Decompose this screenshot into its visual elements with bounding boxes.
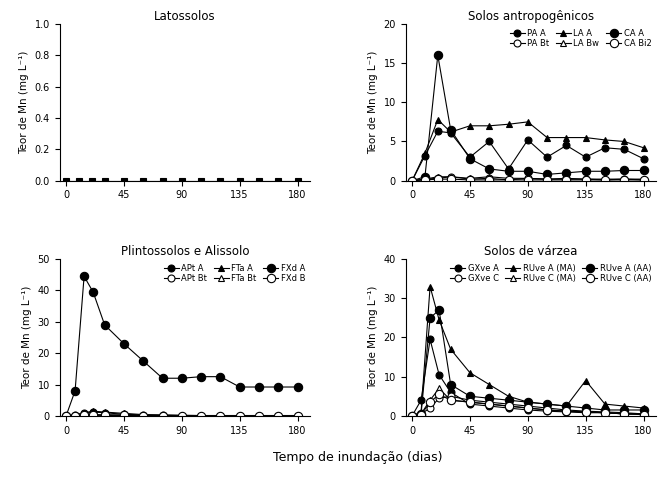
Legend: PA A, PA Bt, LA A, LA Bw, CA A, CA Bi2: PA A, PA Bt, LA A, LA Bw, CA A, CA Bi2	[509, 28, 652, 49]
Y-axis label: Teor de Mn (mg L⁻¹): Teor de Mn (mg L⁻¹)	[368, 286, 378, 389]
Legend: APt A, APt Bt, FTa A, FTa Bt, FXd A, FXd B: APt A, APt Bt, FTa A, FTa Bt, FXd A, FXd…	[163, 263, 306, 284]
Y-axis label: Teor de Mn (mg L⁻¹): Teor de Mn (mg L⁻¹)	[368, 51, 378, 154]
Text: Tempo de inundação (dias): Tempo de inundação (dias)	[273, 451, 443, 464]
Legend: GXve A, GXve C, RUve A (MA), RUve C (MA), RUve A (AA), RUve C (AA): GXve A, GXve C, RUve A (MA), RUve C (MA)…	[450, 263, 652, 284]
Y-axis label: Teor de Mn (mg L⁻¹): Teor de Mn (mg L⁻¹)	[19, 51, 29, 154]
Title: Plintossolos e Alissolo: Plintossolos e Alissolo	[121, 245, 249, 258]
Title: Solos de várzea: Solos de várzea	[485, 245, 577, 258]
Title: Solos antropogênicos: Solos antropogênicos	[468, 10, 594, 23]
Y-axis label: Teor de Mn (mg L⁻¹): Teor de Mn (mg L⁻¹)	[22, 286, 32, 389]
Title: Latossolos: Latossolos	[154, 10, 216, 23]
